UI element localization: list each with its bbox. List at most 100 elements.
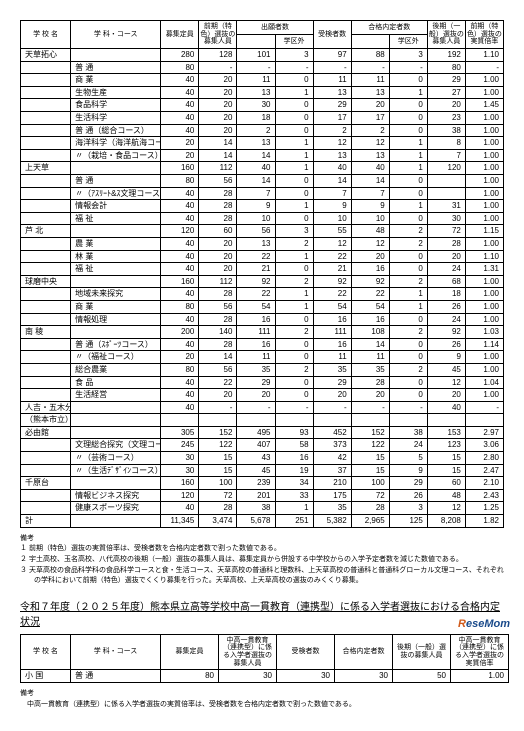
row-value: 112 — [199, 162, 237, 175]
row-value: 2 — [389, 237, 427, 250]
row-value: 16 — [313, 313, 351, 326]
row-value: 40 — [351, 162, 389, 175]
row-value: 11 — [237, 74, 275, 87]
note-line: ２ 宇土高校、玉名高校、八代高校の後期（一般）選抜の募集人員は、募集定員から併設… — [20, 555, 504, 565]
row-value: 11 — [351, 74, 389, 87]
row-label: 普 通 — [71, 175, 161, 188]
row-value: 80 — [161, 363, 199, 376]
table-row: 〃（栽培・食品コース）20141411313171.00 — [21, 149, 504, 162]
row-value: 20 — [351, 99, 389, 112]
row-value: 100 — [351, 477, 389, 490]
row-value: 1.00 — [465, 313, 503, 326]
row-value: 20 — [199, 263, 237, 276]
row-value: 56 — [199, 363, 237, 376]
row-value: 30 — [161, 464, 199, 477]
row-value: - — [313, 401, 351, 414]
row-label — [71, 401, 161, 414]
row-value — [313, 414, 351, 427]
row-value: 22 — [351, 288, 389, 301]
row-label: 〃（福祉コース） — [71, 351, 161, 364]
row-label: 情報ビジネス探究 — [71, 489, 161, 502]
row-value: 20 — [199, 86, 237, 99]
row-value: 112 — [199, 275, 237, 288]
row-label: 食品科学 — [71, 99, 161, 112]
row-value: 17 — [313, 112, 351, 125]
row-value: 11,345 — [161, 515, 199, 528]
row-value: 12 — [313, 237, 351, 250]
row-value: 3 — [275, 49, 313, 62]
row-value: 5,678 — [237, 515, 275, 528]
row-value: 40 — [161, 99, 199, 112]
row-value: 11 — [313, 74, 351, 87]
row-value: 153 — [427, 426, 465, 439]
row-value: 28 — [427, 237, 465, 250]
row-value: 22 — [237, 250, 275, 263]
row-value: 152 — [351, 426, 389, 439]
row-label — [21, 99, 71, 112]
row-value: 23 — [427, 112, 465, 125]
row-value: 40 — [161, 338, 199, 351]
row-value: 1.10 — [465, 250, 503, 263]
row-value: 11 — [313, 351, 351, 364]
table-row: 林 業402022122200201.10 — [21, 250, 504, 263]
row-value: 0 — [389, 212, 427, 225]
row-value: 35 — [313, 502, 351, 515]
note-line: ３ 天草高校の食品科学科の食品科学コースと食・生活コース、天草高校の普通科と理数… — [20, 566, 504, 586]
row-value: 210 — [313, 477, 351, 490]
row-label — [21, 338, 71, 351]
row-value: 12 — [427, 502, 465, 515]
row-value: 3.06 — [465, 439, 503, 452]
row-value: 5,382 — [313, 515, 351, 528]
row-value: 40 — [161, 376, 199, 389]
row-label — [21, 137, 71, 150]
row-value: 16 — [313, 338, 351, 351]
row-value: - — [237, 61, 275, 74]
row-label: 天草拓心 — [21, 49, 71, 62]
row-value: 42 — [313, 452, 351, 465]
table-row: 上天草160112401404011201.00 — [21, 162, 504, 175]
table-row: 海洋科学（海洋航海コース）20141311212181.00 — [21, 137, 504, 150]
row-value: 16 — [351, 313, 389, 326]
row-label: 普 通 — [71, 61, 161, 74]
row-label — [21, 263, 71, 276]
row-value: 28 — [199, 200, 237, 213]
table-row: 商 業805654154541261.00 — [21, 300, 504, 313]
row-value: - — [389, 401, 427, 414]
row-value: 1 — [389, 200, 427, 213]
row-value: 26 — [389, 489, 427, 502]
admissions-table-2: 学 校 名学 科・コース募集定員中高一貫教育（連携型）に係る入学者選抜の募集人員… — [20, 634, 509, 683]
row-value: 9 — [313, 200, 351, 213]
row-value: 72 — [199, 489, 237, 502]
row-value: 15 — [351, 452, 389, 465]
row-value: 16 — [237, 313, 275, 326]
row-label: 芦 北 — [21, 225, 71, 238]
row-value: 34 — [275, 477, 313, 490]
row-label — [21, 86, 71, 99]
row-label: 健康スポーツ探究 — [71, 502, 161, 515]
row-value: 22 — [313, 250, 351, 263]
row-value: 0 — [389, 112, 427, 125]
row-value: 29 — [237, 376, 275, 389]
table-row: 地域未来探究402822122221181.00 — [21, 288, 504, 301]
row-label: 林 業 — [71, 250, 161, 263]
row-value: 60 — [427, 477, 465, 490]
row-value: 20 — [199, 112, 237, 125]
row-value: 2.97 — [465, 426, 503, 439]
row-value: 40 — [161, 187, 199, 200]
row-value: 30 — [427, 212, 465, 225]
row-value: 0 — [275, 74, 313, 87]
row-value: 1.25 — [465, 502, 503, 515]
table-row: 人吉・五木分校（普通）40------40- — [21, 401, 504, 414]
row-value: 1 — [275, 149, 313, 162]
row-value: 1.00 — [465, 149, 503, 162]
row-value: 1 — [389, 137, 427, 150]
row-value: 1.00 — [465, 300, 503, 313]
row-value: 495 — [237, 426, 275, 439]
row-value: 201 — [237, 489, 275, 502]
row-value: 14 — [237, 149, 275, 162]
row-value: 56 — [199, 175, 237, 188]
row-value: 60 — [199, 225, 237, 238]
row-value: 40 — [161, 86, 199, 99]
row-value: 239 — [237, 477, 275, 490]
row-value: 11 — [351, 351, 389, 364]
